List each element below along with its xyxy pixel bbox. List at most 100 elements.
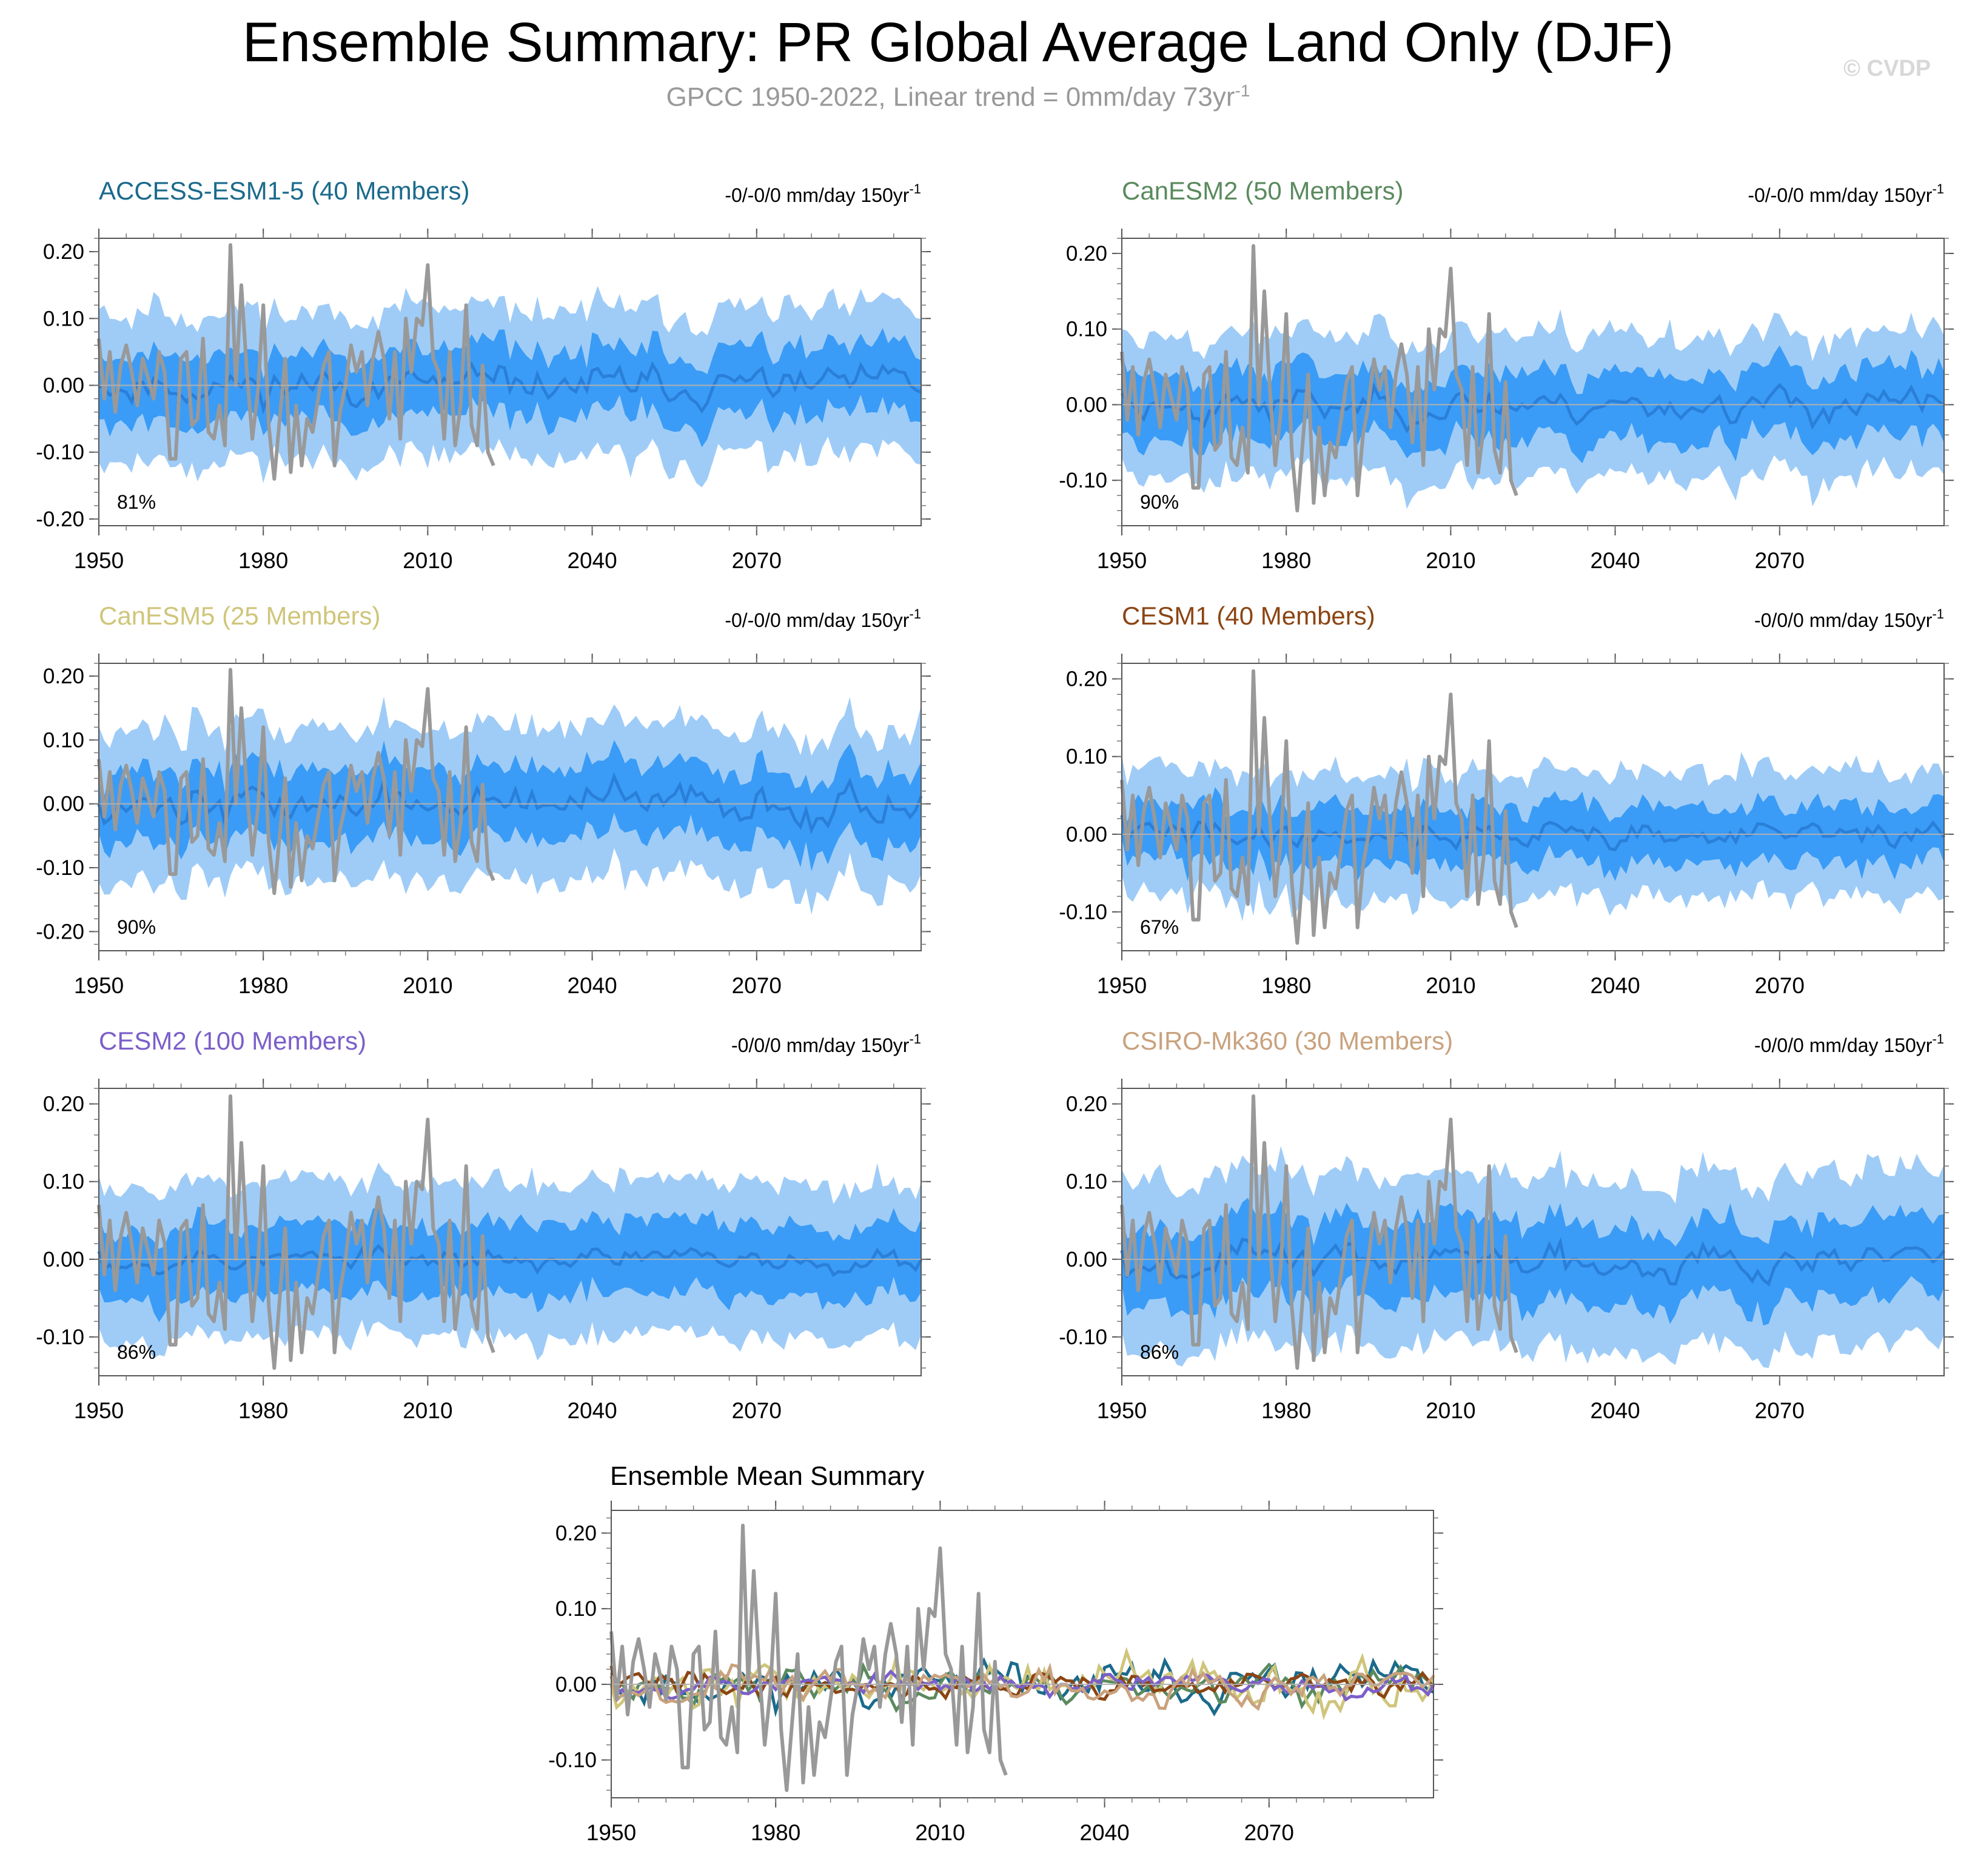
subtitle-text: GPCC 1950-2022, Linear trend = 0mm/day 7… bbox=[666, 82, 1235, 112]
y-tick-label: 0.10 bbox=[1066, 318, 1107, 341]
x-tick-label: 2070 bbox=[732, 548, 782, 573]
percent-label: 90% bbox=[117, 916, 156, 938]
y-tick-label: 0.20 bbox=[555, 1521, 597, 1545]
trend-text: -0/-0/0 mm/day 150yr bbox=[725, 184, 909, 206]
panel-title: Ensemble Mean Summary bbox=[610, 1461, 924, 1491]
x-tick-label: 2010 bbox=[1426, 973, 1475, 998]
y-tick-label: -0.10 bbox=[36, 1325, 84, 1349]
percent-label: 81% bbox=[117, 491, 156, 513]
x-tick-label: 2010 bbox=[403, 548, 452, 573]
y-tick-label: 0.20 bbox=[43, 665, 84, 688]
trend-label: -0/0/0 mm/day 150yr-1 bbox=[731, 1031, 921, 1056]
x-tick-label: 1950 bbox=[74, 973, 124, 998]
y-tick-label: 0.10 bbox=[43, 728, 84, 752]
observations-line bbox=[1120, 669, 1518, 945]
percent-label: 86% bbox=[1140, 1341, 1179, 1363]
y-tick-label: 0.10 bbox=[43, 1170, 84, 1194]
y-tick-label: 0.00 bbox=[43, 792, 84, 816]
trend-text: -0/-0/0 mm/day 150yr bbox=[725, 609, 909, 631]
cvdp-watermark: © CVDP bbox=[1843, 56, 1931, 81]
figure-subtitle: GPCC 1950-2022, Linear trend = 0mm/day 7… bbox=[0, 81, 1916, 113]
panel-2: -0.20 -0.10 0.00 0.10 0.20 1950 1980 2010 2040 20… bbox=[36, 601, 931, 998]
percent-label: 67% bbox=[1140, 916, 1179, 938]
y-tick-label: 0.10 bbox=[555, 1597, 597, 1621]
x-tick-label: 1980 bbox=[238, 548, 288, 573]
y-tick-label: 0.00 bbox=[1066, 393, 1107, 417]
x-tick-label: 1950 bbox=[586, 1820, 636, 1845]
trend-superscript: -1 bbox=[909, 1031, 921, 1047]
x-tick-label: 1980 bbox=[1261, 1398, 1311, 1423]
trend-superscript: -1 bbox=[1932, 1031, 1944, 1047]
x-tick-label: 1950 bbox=[1097, 1398, 1147, 1423]
y-tick-label: 0.00 bbox=[43, 374, 84, 398]
percent-label: 90% bbox=[1140, 491, 1179, 513]
y-tick-label: 0.20 bbox=[1066, 668, 1107, 691]
trend-superscript: -1 bbox=[909, 181, 921, 196]
x-tick-label: 1980 bbox=[1261, 548, 1311, 573]
x-tick-label: 1980 bbox=[238, 1398, 288, 1423]
x-tick-label: 2040 bbox=[567, 548, 617, 573]
trend-text: -0/0/0 mm/day 150yr bbox=[731, 1034, 910, 1056]
panel-1: -0.10 0.00 0.10 0.20 1950 1980 2010 2040 2070 Can… bbox=[1059, 176, 1954, 573]
x-tick-label: 2040 bbox=[1590, 1398, 1640, 1423]
panel-title: ACCESS-ESM1-5 (40 Members) bbox=[99, 176, 469, 205]
x-tick-label: 2010 bbox=[403, 973, 452, 998]
trend-superscript: -1 bbox=[1932, 181, 1944, 196]
y-tick-label: 0.00 bbox=[555, 1673, 597, 1697]
y-tick-label: 0.00 bbox=[1066, 823, 1107, 846]
panel-title: CESM2 (100 Members) bbox=[99, 1027, 366, 1055]
x-tick-label: 1980 bbox=[1261, 973, 1311, 998]
y-tick-label: -0.10 bbox=[1059, 469, 1107, 492]
panel-title: CanESM5 (25 Members) bbox=[99, 601, 380, 630]
y-tick-label: -0.10 bbox=[36, 856, 84, 880]
trend-label: -0/0/0 mm/day 150yr-1 bbox=[1754, 606, 1944, 631]
y-tick-label: 0.10 bbox=[43, 307, 84, 330]
y-tick-label: -0.20 bbox=[36, 508, 84, 531]
trend-label: -0/-0/0 mm/day 150yr-1 bbox=[1748, 181, 1944, 206]
x-tick-label: 2070 bbox=[732, 973, 782, 998]
y-tick-label: -0.20 bbox=[36, 920, 84, 943]
y-tick-label: 0.10 bbox=[1066, 745, 1107, 769]
trend-text: -0/0/0 mm/day 150yr bbox=[1754, 609, 1933, 631]
y-tick-label: -0.10 bbox=[36, 441, 84, 464]
y-tick-label: 0.20 bbox=[43, 1093, 84, 1116]
y-tick-label: 0.10 bbox=[1066, 1170, 1107, 1194]
panel-6: -0.10 0.00 0.10 0.20 1950 1980 2010 2040 2070 Ens… bbox=[548, 1461, 1443, 1845]
x-tick-label: 2010 bbox=[915, 1820, 965, 1845]
y-tick-label: 0.20 bbox=[43, 240, 84, 264]
x-tick-label: 2070 bbox=[1244, 1820, 1294, 1845]
trend-superscript: -1 bbox=[909, 606, 921, 621]
x-tick-label: 2040 bbox=[567, 973, 617, 998]
y-tick-label: 0.00 bbox=[1066, 1248, 1107, 1271]
x-tick-label: 2070 bbox=[732, 1398, 782, 1423]
figure-title: Ensemble Summary: PR Global Average Land… bbox=[242, 12, 1674, 73]
observations-line bbox=[609, 1523, 1008, 1792]
x-tick-label: 2070 bbox=[1755, 1398, 1805, 1423]
observations-line bbox=[97, 1094, 495, 1370]
y-tick-label: -0.10 bbox=[1059, 1325, 1107, 1349]
trend-label: -0/-0/0 mm/day 150yr-1 bbox=[725, 181, 921, 206]
inner-percentile-band bbox=[99, 1207, 921, 1322]
percent-label: 86% bbox=[117, 1341, 156, 1363]
plot-frame bbox=[611, 1510, 1434, 1798]
panel-title: CESM1 (40 Members) bbox=[1122, 601, 1375, 630]
panel-0: -0.20 -0.10 0.00 0.10 0.20 1950 1980 2010 2040 20… bbox=[36, 176, 931, 573]
y-tick-label: 0.20 bbox=[1066, 1093, 1107, 1116]
trend-text: -0/-0/0 mm/day 150yr bbox=[1748, 184, 1932, 206]
observations-line bbox=[97, 243, 495, 481]
panel-title: CSIRO-Mk360 (30 Members) bbox=[1122, 1027, 1453, 1055]
x-tick-label: 2010 bbox=[1426, 548, 1475, 573]
y-tick-label: 0.00 bbox=[43, 1248, 84, 1271]
x-tick-label: 2040 bbox=[1590, 973, 1640, 998]
x-tick-label: 1950 bbox=[74, 1398, 124, 1423]
observations-line bbox=[97, 668, 495, 896]
y-tick-label: 0.20 bbox=[1066, 242, 1107, 266]
subtitle-superscript: -1 bbox=[1235, 81, 1250, 100]
y-tick-label: -0.10 bbox=[548, 1749, 597, 1772]
x-tick-label: 1950 bbox=[1097, 973, 1147, 998]
panel-5: -0.10 0.00 0.10 0.20 1950 1980 2010 2040 2070 CSI… bbox=[1059, 1027, 1954, 1423]
x-tick-label: 1950 bbox=[1097, 548, 1147, 573]
x-tick-label: 2070 bbox=[1755, 548, 1805, 573]
trend-label: -0/-0/0 mm/day 150yr-1 bbox=[725, 606, 921, 631]
